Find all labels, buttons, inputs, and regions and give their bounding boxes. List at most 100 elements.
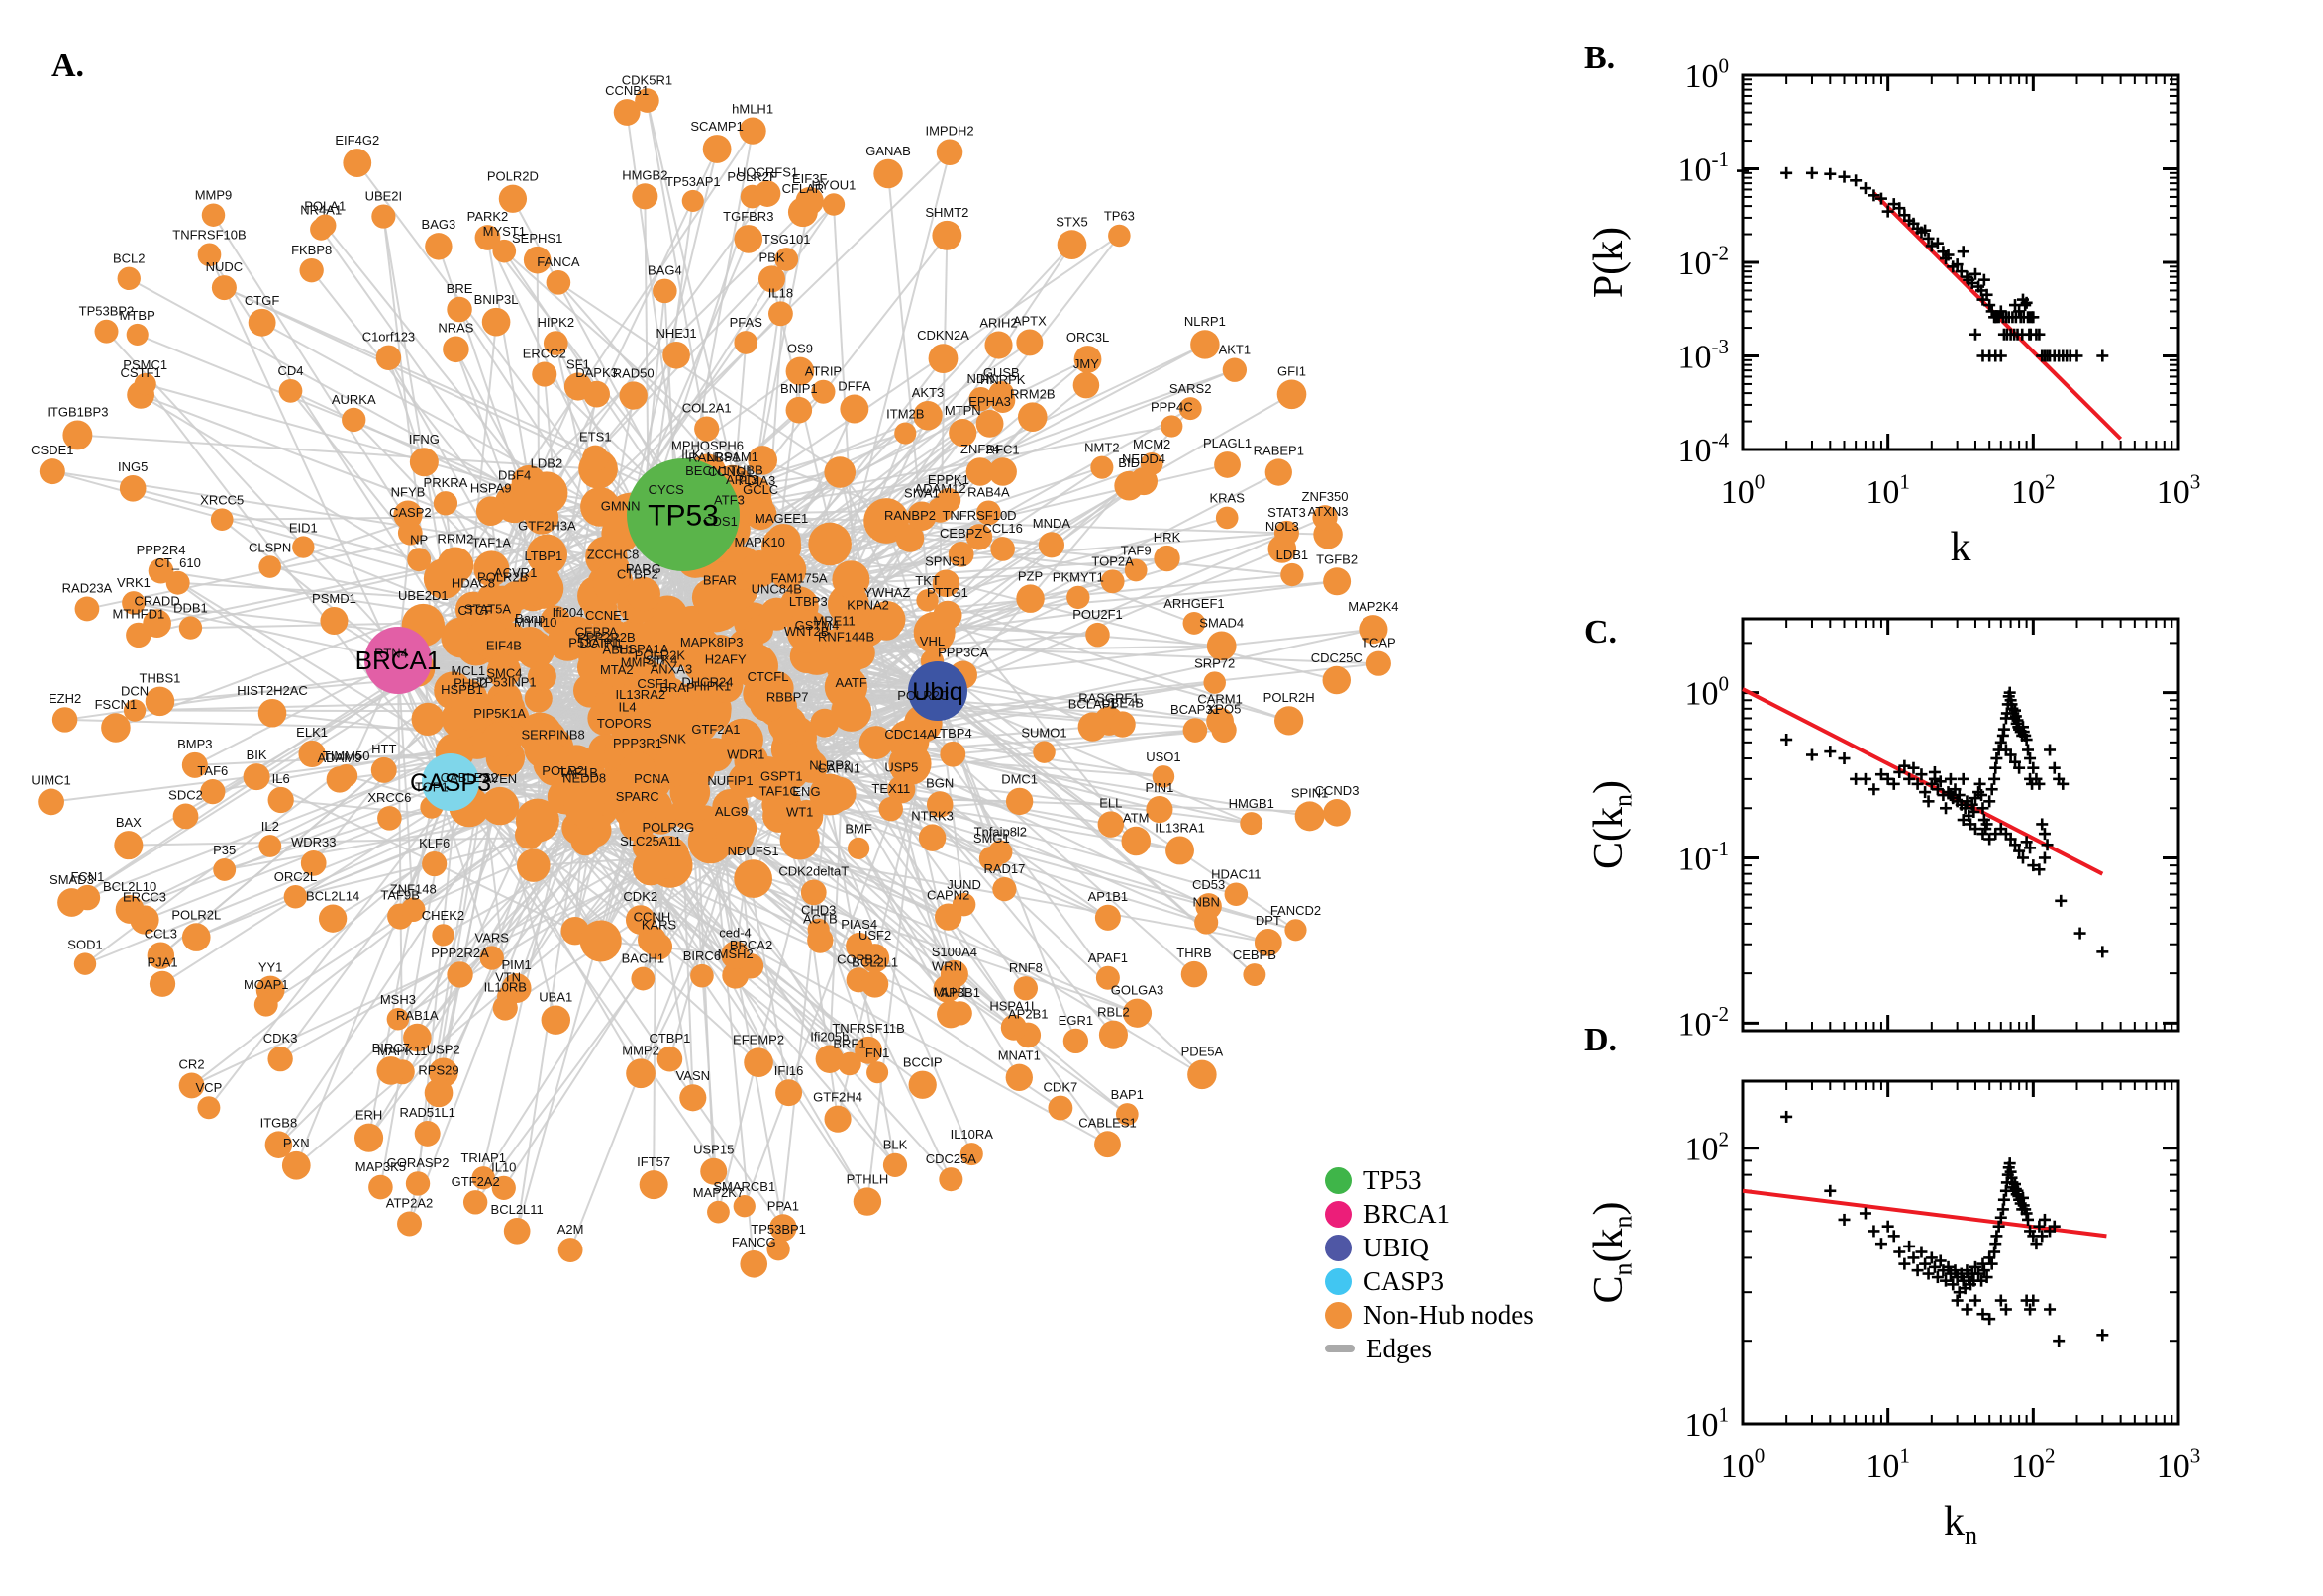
node-label: HSPA1L	[989, 999, 1038, 1014]
node-label: ced-4	[719, 925, 752, 940]
node-label: CLSPN	[249, 540, 291, 554]
node-label: IL10RA	[951, 1127, 994, 1142]
nonhub-node	[292, 536, 315, 558]
nonhub-node	[1016, 329, 1044, 356]
node-label: MOAP1	[244, 977, 289, 992]
node-label: MAPK11	[377, 1044, 427, 1058]
node-label: ABL1	[603, 642, 635, 656]
node-label: TOP2A	[1091, 553, 1134, 568]
node-label: CDC14A	[884, 727, 936, 742]
node-label: C1orf123	[362, 330, 415, 345]
node-label: XRCC6	[367, 790, 411, 805]
node-label: ATM	[1123, 811, 1149, 826]
node-label: CDK5R1	[622, 72, 672, 87]
nonhub-node	[525, 471, 568, 515]
node-label: SIVA1	[904, 486, 940, 501]
legend-item-brca1: BRCA1	[1325, 1199, 1534, 1229]
nonhub-node	[38, 788, 64, 816]
node-label: SRP72	[1194, 655, 1235, 670]
nonhub-node	[1195, 893, 1222, 920]
nonhub-node	[1072, 371, 1100, 399]
nonhub-node	[619, 381, 648, 410]
node-label: DDB1	[173, 600, 208, 615]
node-label: MPHOSPH6	[671, 439, 744, 453]
node-label: FN1	[865, 1046, 890, 1060]
nonhub-node	[1280, 562, 1304, 587]
nonhub-node	[74, 884, 101, 911]
node-label: XRCC5	[200, 492, 244, 507]
x-tick-label: 103	[2157, 470, 2201, 511]
node-label: ERH	[355, 1108, 382, 1123]
node-label: VCP	[196, 1080, 223, 1095]
nonhub-node	[451, 691, 490, 731]
node-label: RAD50	[613, 365, 655, 380]
nonhub-node	[878, 796, 903, 822]
node-label: GOLGA3	[1111, 983, 1163, 998]
node-label: A2M	[557, 1222, 584, 1237]
node-label: IL18	[768, 285, 793, 300]
node-label: BNIP1	[780, 381, 818, 396]
node-label: NTRK3	[911, 808, 954, 823]
nonhub-node	[524, 684, 553, 713]
nonhub-node	[400, 897, 426, 922]
node-label: RFC1	[986, 442, 1020, 456]
nonhub-node	[908, 1070, 937, 1099]
nonhub-node	[299, 257, 324, 283]
nonhub-node	[517, 848, 551, 882]
nonhub-node	[1005, 787, 1034, 816]
node-label: ILK	[681, 447, 701, 461]
node-label: RTN4	[374, 647, 408, 661]
node-label: RNF8	[1009, 960, 1043, 975]
node-label: BCL2	[113, 251, 146, 266]
nonhub-node	[734, 859, 772, 898]
node-label: BMP3	[177, 737, 212, 751]
y-tick-label: 100	[1684, 54, 1729, 95]
node-label: CABLES2	[441, 770, 499, 785]
node-label: EIF3F	[792, 171, 827, 186]
node-label: HIPK1	[694, 679, 732, 694]
nonhub-node	[178, 1072, 205, 1099]
nonhub-node	[882, 1152, 908, 1177]
node-label: RRM2	[437, 531, 473, 546]
nonhub-node	[1240, 812, 1263, 836]
nonhub-node	[424, 1078, 454, 1108]
node-label: RAB1A	[396, 1008, 439, 1023]
node-label: MCL1	[451, 663, 485, 678]
node-label: AP3B1	[940, 985, 979, 1000]
nonhub-node	[808, 522, 852, 566]
scatter-points	[1737, 164, 2109, 362]
nonhub-node	[503, 1217, 531, 1245]
node-label: CDK7	[1044, 1080, 1078, 1095]
node-label: STX5	[1056, 214, 1088, 229]
node-label: MLH1	[934, 984, 968, 999]
node-label: NP	[410, 532, 428, 547]
nonhub-node	[824, 456, 857, 488]
node-label: UBA1	[539, 989, 572, 1004]
nonhub-node	[73, 952, 97, 975]
hub-label-ubiq: Ubiq	[912, 678, 962, 706]
node-label: LDB2	[531, 455, 563, 470]
nonhub-node	[1073, 346, 1102, 373]
nonhub-node	[172, 803, 199, 830]
node-label: SOD1	[67, 937, 102, 951]
legend-item-edges: Edges	[1325, 1333, 1534, 1363]
node-label: MCM2	[1133, 437, 1170, 451]
node-label: AP2B1	[1008, 1007, 1048, 1022]
legend-label: Edges	[1366, 1333, 1432, 1363]
fit-line	[1742, 1188, 2107, 1239]
node-label: ITGB1BP3	[47, 404, 108, 419]
nonhub-node	[403, 1023, 432, 1052]
nonhub-node	[968, 386, 993, 412]
legend-label: UBIQ	[1364, 1232, 1429, 1262]
node-label: CEBPZ	[940, 526, 982, 541]
node-label: HMGB2	[622, 167, 667, 182]
node-label: BRF1	[833, 1037, 865, 1051]
node-label: TUBB	[729, 462, 763, 477]
node-label: TNFRSF11B	[832, 1021, 904, 1036]
node-label: BCAP31	[1170, 702, 1220, 717]
nonhub-node	[749, 684, 787, 723]
nonhub-node	[283, 884, 308, 909]
node-label: HNRPK	[980, 372, 1026, 387]
nonhub-node	[1178, 397, 1202, 421]
nonhub-node	[447, 961, 473, 988]
